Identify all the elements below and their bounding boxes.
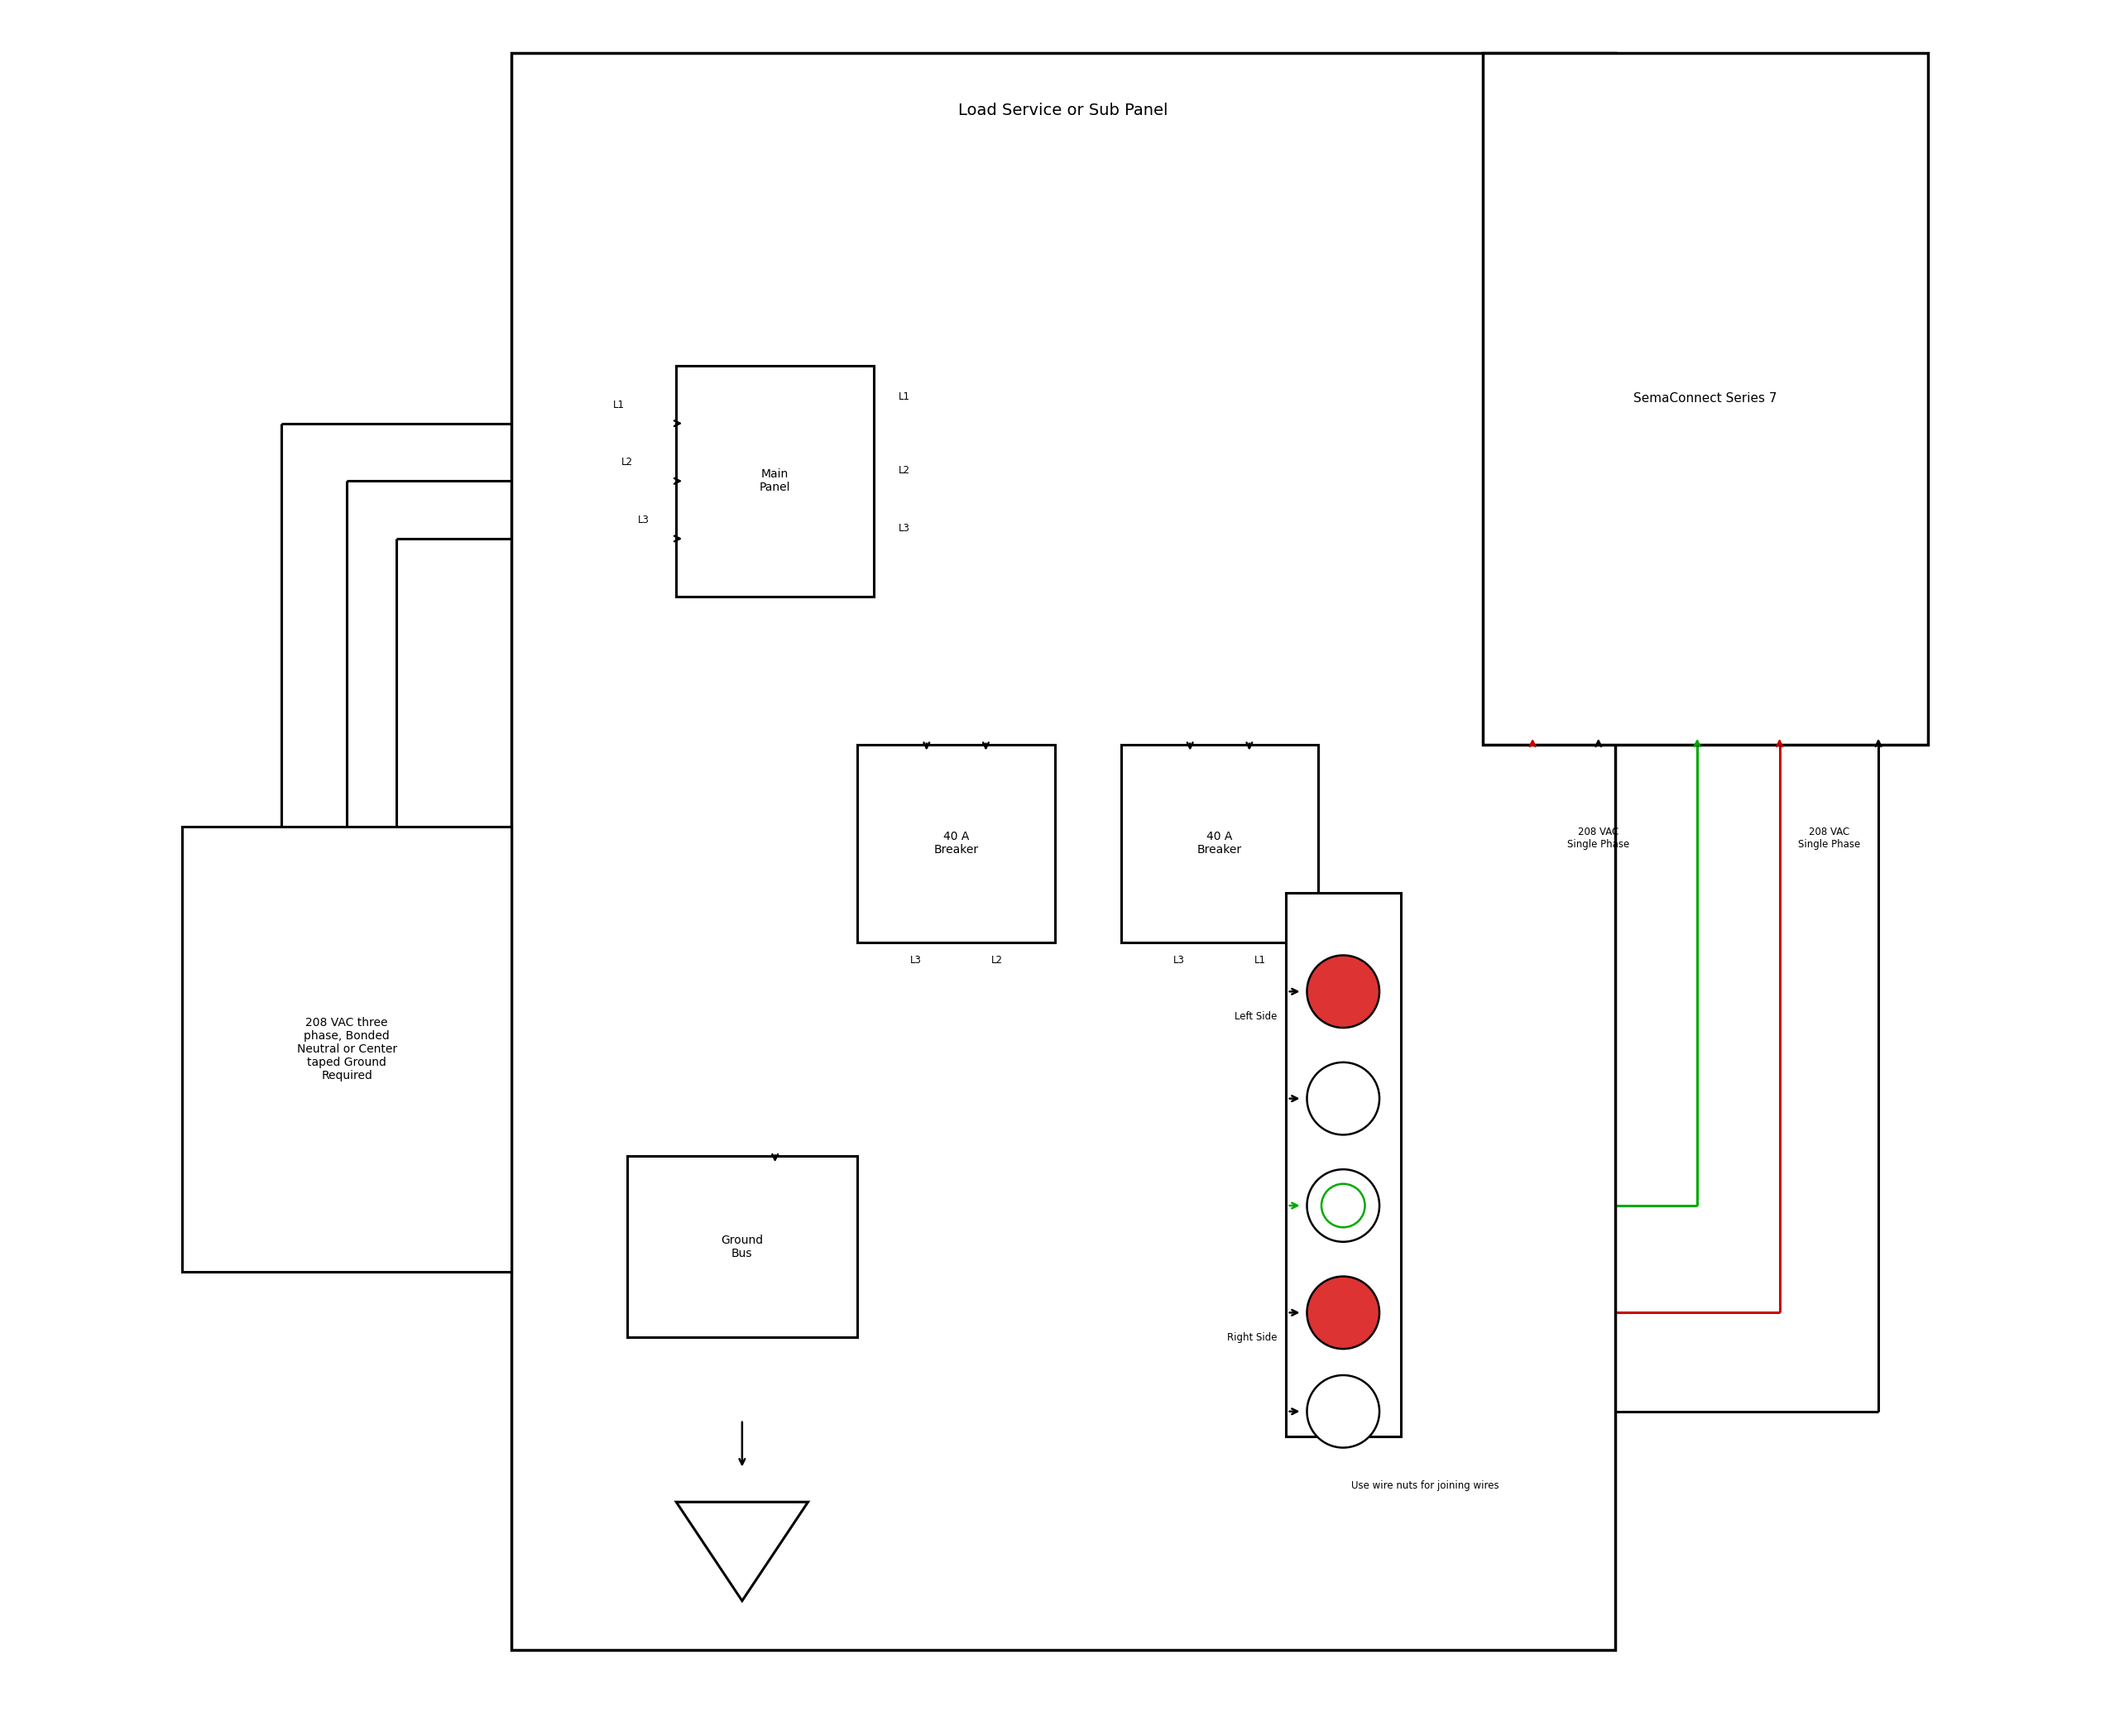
Text: Right Side: Right Side	[1228, 1332, 1277, 1342]
Text: L3: L3	[909, 955, 922, 965]
Text: L2: L2	[992, 955, 1002, 965]
Bar	[1483, 52, 1929, 745]
Circle shape	[1306, 1170, 1380, 1241]
Text: L3: L3	[637, 514, 650, 526]
Circle shape	[1306, 1375, 1380, 1448]
Text: SemaConnect Series 7: SemaConnect Series 7	[1633, 392, 1777, 404]
Text: Load Service or Sub Panel: Load Service or Sub Panel	[958, 102, 1169, 118]
Text: L2: L2	[620, 457, 633, 467]
Text: L1: L1	[899, 391, 909, 403]
Text: 208 VAC three
phase, Bonded
Neutral or Center
taped Ground
Required: 208 VAC three phase, Bonded Neutral or C…	[298, 1017, 397, 1082]
Text: Use wire nuts for joining wires: Use wire nuts for joining wires	[1353, 1481, 1500, 1491]
Bar	[1120, 745, 1319, 943]
Bar	[627, 1156, 857, 1337]
Text: 208 VAC
Single Phase: 208 VAC Single Phase	[1568, 826, 1629, 851]
Text: Ground
Bus: Ground Bus	[722, 1234, 764, 1259]
Text: L3: L3	[1173, 955, 1186, 965]
Text: L1: L1	[1253, 955, 1266, 965]
Bar	[857, 745, 1055, 943]
Text: 40 A
Breaker: 40 A Breaker	[935, 832, 979, 856]
Text: L2: L2	[899, 465, 909, 476]
Text: Left Side: Left Side	[1234, 1010, 1277, 1021]
Circle shape	[1306, 955, 1380, 1028]
Circle shape	[1306, 1276, 1380, 1349]
Bar	[511, 52, 1614, 1651]
Circle shape	[1306, 1062, 1380, 1135]
Text: Main
Panel: Main Panel	[760, 469, 791, 493]
Bar	[181, 826, 511, 1271]
Text: L1: L1	[612, 399, 625, 410]
Text: L3: L3	[899, 523, 909, 533]
Bar	[1285, 892, 1401, 1436]
Text: 208 VAC
Single Phase: 208 VAC Single Phase	[1798, 826, 1861, 851]
Circle shape	[1321, 1184, 1365, 1227]
Text: 40 A
Breaker: 40 A Breaker	[1196, 832, 1243, 856]
Bar	[675, 366, 874, 595]
